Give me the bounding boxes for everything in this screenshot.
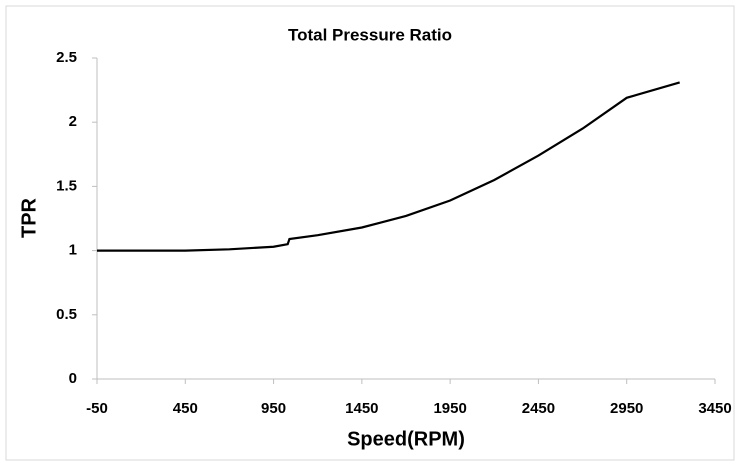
- x-tick-label: 1950: [433, 400, 466, 417]
- x-axis-label: Speed(RPM): [347, 428, 465, 450]
- chart-frame: [5, 5, 735, 461]
- y-tick-label: 1: [69, 242, 77, 259]
- x-tick-label: 450: [173, 400, 198, 417]
- x-tick-label: 2450: [522, 400, 555, 417]
- y-tick-label: 2: [69, 113, 77, 130]
- x-tick-label: 3450: [698, 400, 731, 417]
- x-tick-label: 2950: [610, 400, 643, 417]
- x-tick-label: 1450: [345, 400, 378, 417]
- y-tick-label: 0.5: [56, 306, 77, 323]
- y-tick-label: 2.5: [56, 49, 77, 66]
- chart-title: Total Pressure Ratio: [288, 25, 452, 44]
- x-tick-label: 950: [261, 400, 286, 417]
- y-tick-label: 0: [69, 370, 77, 387]
- line: [97, 81, 680, 252]
- y-axis-label: TPR: [18, 197, 40, 238]
- x-tick-label: -50: [86, 400, 108, 417]
- y-tick-label: 1.5: [56, 177, 77, 194]
